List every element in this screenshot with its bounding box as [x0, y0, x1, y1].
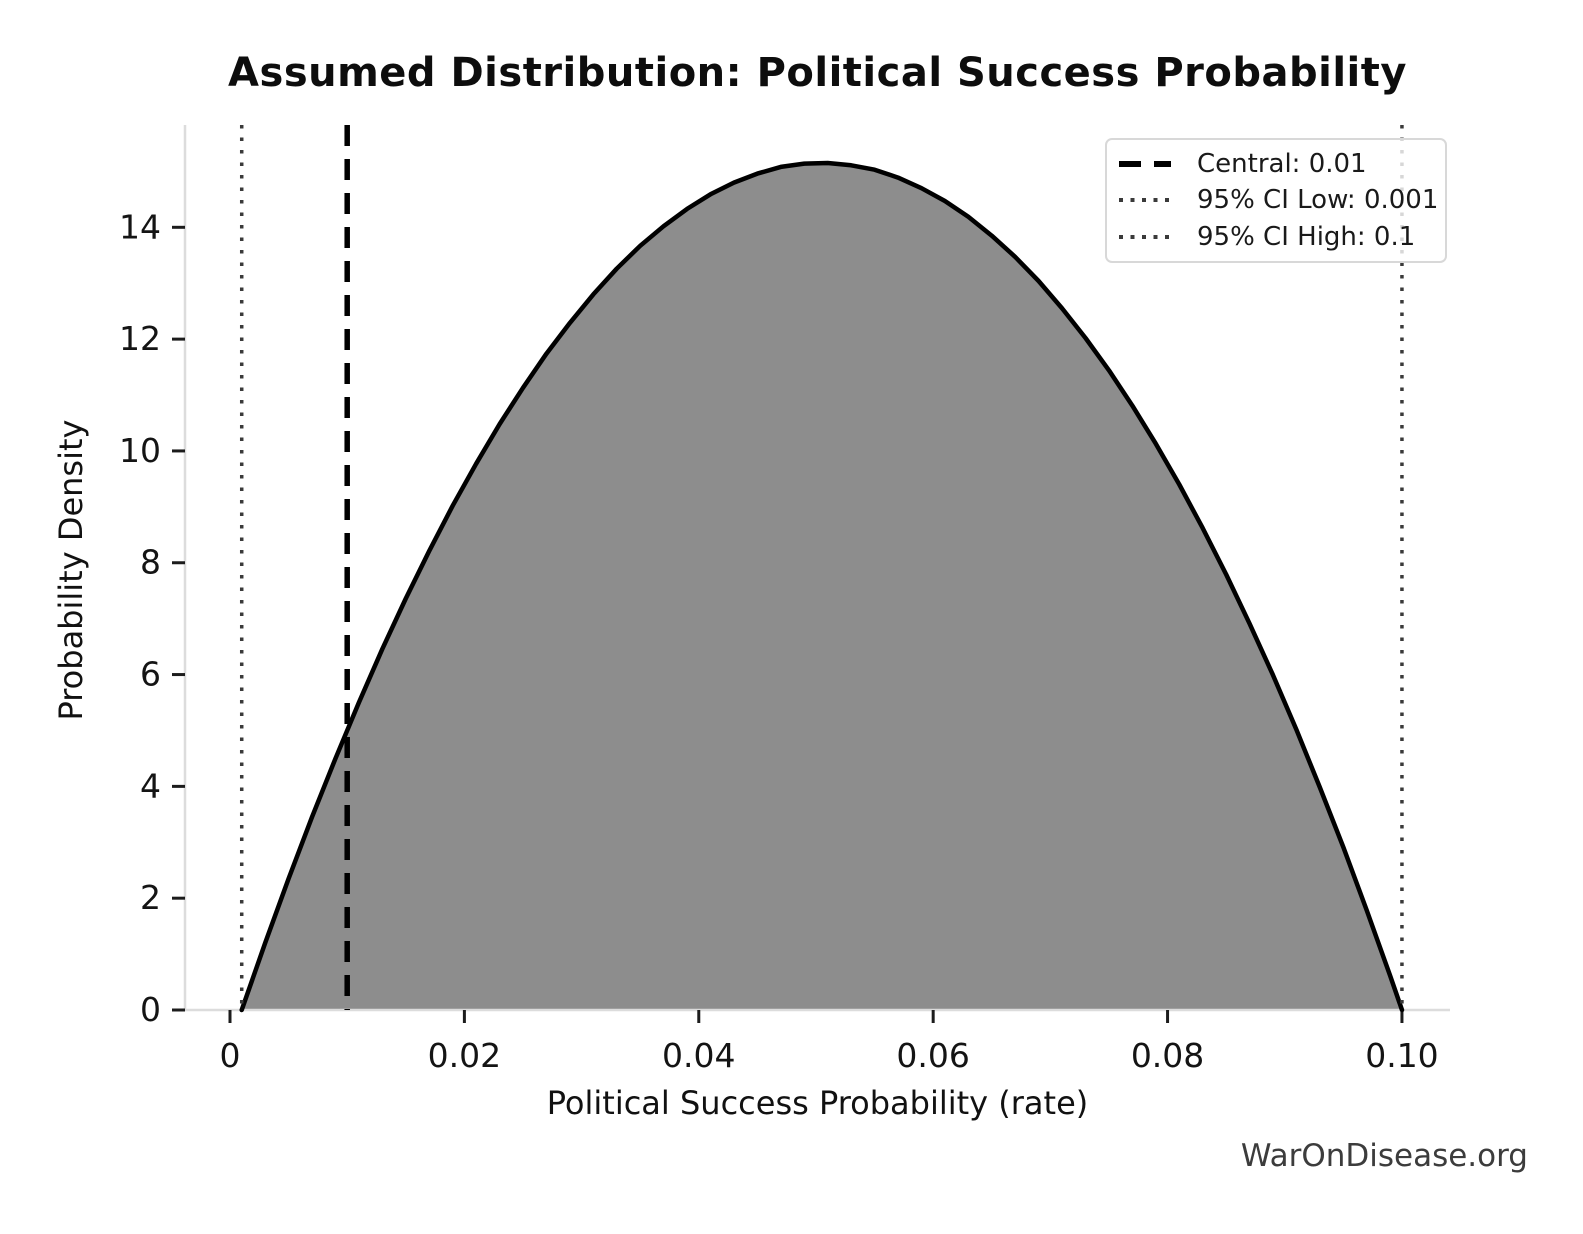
- legend-item-central: Central: 0.01: [1117, 149, 1435, 179]
- legend-label-ci-high: 95% CI High: 0.1: [1197, 221, 1416, 252]
- legend: Central: 0.01 95% CI Low: 0.001 95% CI H…: [1105, 138, 1447, 263]
- y-axis-label: Probability Density: [52, 419, 90, 721]
- y-tick-label: 6: [140, 655, 161, 694]
- x-tick-label: 0.02: [428, 1036, 501, 1075]
- x-tick-label: 0.10: [1365, 1036, 1438, 1075]
- dotted-line-sample-icon: [1119, 198, 1171, 203]
- legend-label-central: Central: 0.01: [1197, 149, 1367, 180]
- x-axis-label: Political Success Probability (rate): [546, 1084, 1089, 1122]
- x-tick-label: 0.04: [662, 1036, 735, 1075]
- y-tick-label: 8: [140, 543, 161, 582]
- legend-item-ci-high: 95% CI High: 0.1: [1117, 222, 1435, 252]
- dashed-line-sample-icon: [1119, 161, 1171, 168]
- chart-title: Assumed Distribution: Political Success …: [228, 50, 1407, 96]
- y-tick-label: 0: [140, 990, 161, 1029]
- watermark: WarOnDisease.org: [1240, 1138, 1528, 1174]
- density-curve: [239, 160, 1405, 1013]
- legend-label-ci-low: 95% CI Low: 0.001: [1197, 185, 1439, 216]
- y-tick-label: 12: [119, 319, 161, 358]
- x-tick-label: 0: [220, 1036, 241, 1075]
- y-tick-label: 14: [119, 207, 161, 246]
- legend-item-ci-low: 95% CI Low: 0.001: [1117, 185, 1439, 216]
- y-tick-label: 4: [140, 766, 161, 805]
- density-area-fill: [241, 163, 1403, 1010]
- x-tick-label: 0.06: [896, 1036, 969, 1075]
- y-tick-label: 2: [140, 878, 161, 917]
- dotted-line-sample-icon: [1119, 234, 1171, 239]
- x-tick-label: 0.08: [1131, 1036, 1204, 1075]
- y-tick-label: 10: [119, 431, 161, 470]
